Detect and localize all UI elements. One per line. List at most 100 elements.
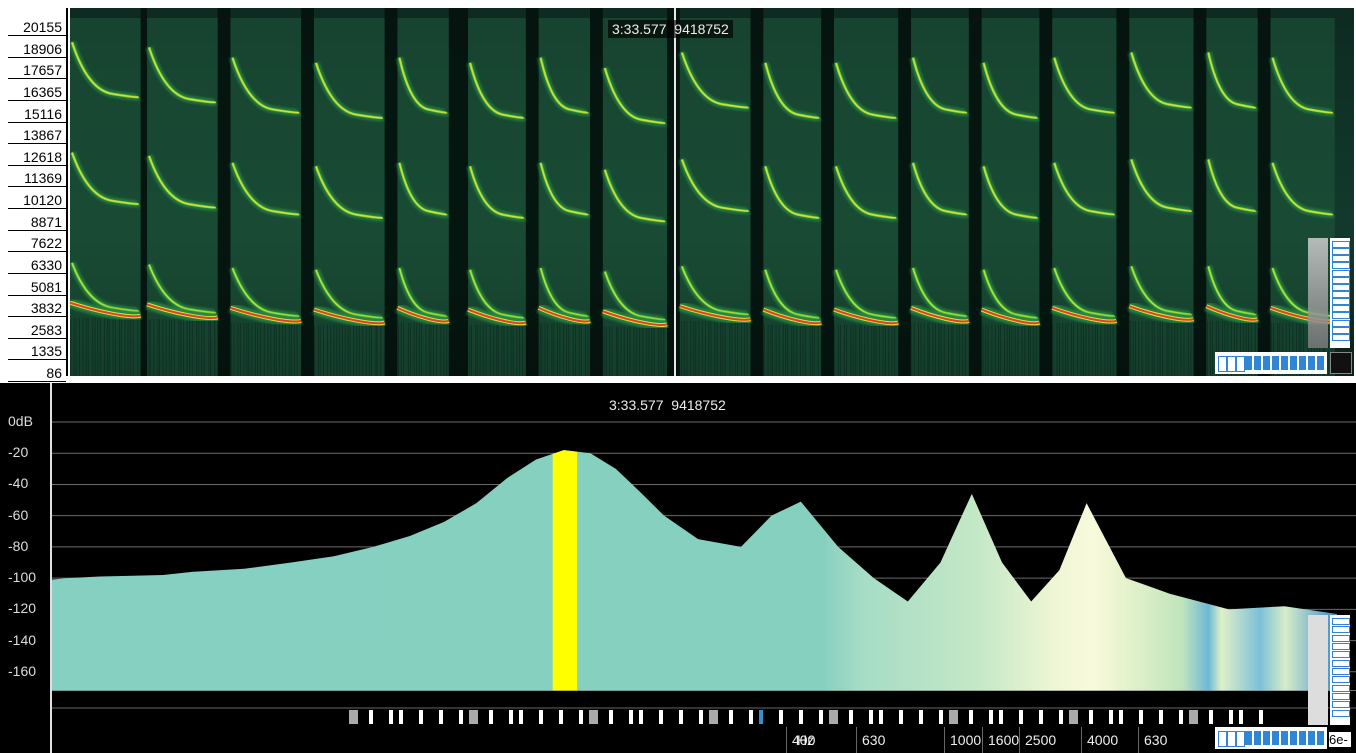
piano-key[interactable]: [599, 710, 603, 724]
piano-key[interactable]: [1019, 710, 1023, 724]
piano-key[interactable]: [1229, 710, 1233, 724]
zoom-step[interactable]: [1332, 643, 1350, 650]
piano-key[interactable]: [569, 710, 573, 724]
spectrum-vertical-zoom-control[interactable]: [1330, 615, 1350, 725]
zoom-step[interactable]: [1245, 356, 1252, 370]
piano-key[interactable]: [729, 710, 733, 724]
piano-key[interactable]: [699, 710, 703, 724]
piano-key[interactable]: [529, 710, 533, 724]
zoom-step[interactable]: [1332, 684, 1350, 692]
piano-key[interactable]: [969, 710, 973, 724]
piano-key[interactable]: [939, 710, 943, 724]
zoom-step[interactable]: [1332, 618, 1350, 625]
zoom-step[interactable]: [1332, 333, 1350, 341]
piano-key[interactable]: [439, 710, 443, 724]
zoom-step[interactable]: [1332, 693, 1350, 700]
piano-key[interactable]: [589, 710, 598, 724]
piano-key[interactable]: [739, 710, 743, 724]
zoom-step[interactable]: [1332, 634, 1350, 642]
zoom-step[interactable]: [1332, 651, 1350, 659]
piano-key[interactable]: [709, 710, 718, 724]
piano-key[interactable]: [359, 710, 363, 724]
zoom-step[interactable]: [1332, 269, 1350, 277]
piano-key[interactable]: [1179, 710, 1183, 724]
piano-key[interactable]: [989, 710, 993, 724]
zoom-step[interactable]: [1299, 356, 1306, 370]
piano-key[interactable]: [1259, 710, 1263, 724]
zoom-step[interactable]: [1332, 701, 1350, 709]
piano-key[interactable]: [1159, 710, 1163, 724]
piano-key[interactable]: [1119, 710, 1123, 724]
piano-key[interactable]: [1269, 710, 1273, 724]
zoom-step[interactable]: [1332, 262, 1350, 270]
zoom-step[interactable]: [1263, 731, 1270, 745]
piano-key[interactable]: [1109, 710, 1113, 724]
piano-key[interactable]: [459, 710, 463, 724]
piano-key[interactable]: [869, 710, 873, 724]
zoom-step[interactable]: [1317, 731, 1324, 745]
piano-key[interactable]: [1249, 710, 1253, 724]
zoom-step[interactable]: [1317, 356, 1324, 370]
zoom-step[interactable]: [1263, 356, 1270, 370]
piano-key[interactable]: [1029, 710, 1033, 724]
piano-key[interactable]: [789, 710, 793, 724]
zoom-step[interactable]: [1281, 356, 1288, 370]
zoom-step[interactable]: [1332, 298, 1350, 306]
piano-key[interactable]: [1239, 710, 1243, 724]
spectrogram-corner-button[interactable]: [1330, 352, 1352, 374]
piano-key[interactable]: [779, 710, 783, 724]
piano-key[interactable]: [379, 710, 383, 724]
spectrum-vertical-scroll-thumb[interactable]: [1308, 615, 1328, 725]
zoom-step[interactable]: [1227, 356, 1236, 372]
spectrum-plot[interactable]: [0, 383, 1356, 753]
zoom-step[interactable]: [1332, 319, 1350, 327]
piano-key[interactable]: [419, 710, 423, 724]
piano-key[interactable]: [679, 710, 683, 724]
zoom-step[interactable]: [1281, 731, 1288, 745]
zoom-step[interactable]: [1290, 731, 1297, 745]
zoom-step[interactable]: [1332, 709, 1350, 717]
zoom-step[interactable]: [1332, 676, 1350, 684]
zoom-step[interactable]: [1308, 731, 1315, 745]
piano-key[interactable]: [619, 710, 623, 724]
piano-key[interactable]: [659, 710, 663, 724]
piano-key[interactable]: [1069, 710, 1078, 724]
piano-key[interactable]: [829, 710, 838, 724]
piano-key[interactable]: [979, 710, 983, 724]
zoom-step[interactable]: [1332, 668, 1350, 675]
piano-key[interactable]: [879, 710, 883, 724]
piano-key[interactable]: [1139, 710, 1143, 724]
piano-key[interactable]: [1189, 710, 1198, 724]
zoom-step[interactable]: [1254, 356, 1261, 370]
piano-key[interactable]: [1099, 710, 1103, 724]
piano-key[interactable]: [519, 710, 523, 724]
piano-key[interactable]: [799, 710, 803, 724]
zoom-step[interactable]: [1332, 255, 1350, 263]
piano-key[interactable]: [399, 710, 403, 724]
zoom-step[interactable]: [1254, 731, 1261, 745]
piano-key[interactable]: [909, 710, 913, 724]
piano-key[interactable]: [929, 710, 933, 724]
zoom-step[interactable]: [1332, 283, 1350, 291]
zoom-step[interactable]: [1332, 312, 1350, 320]
spectrogram-vertical-scroll-thumb[interactable]: [1308, 238, 1328, 348]
piano-key[interactable]: [509, 710, 513, 724]
piano-key[interactable]: [849, 710, 853, 724]
zoom-step[interactable]: [1332, 291, 1350, 298]
piano-key[interactable]: [949, 710, 958, 724]
playhead-cursor[interactable]: [674, 8, 676, 376]
spectrum-horizontal-zoom-control[interactable]: [1215, 727, 1327, 749]
piano-key[interactable]: [479, 710, 483, 724]
piano-key[interactable]: [449, 710, 453, 724]
piano-key[interactable]: [1089, 710, 1093, 724]
zoom-step[interactable]: [1218, 356, 1227, 372]
piano-key[interactable]: [499, 710, 503, 724]
zoom-step[interactable]: [1332, 305, 1350, 313]
spectrogram-plot[interactable]: [70, 8, 1354, 376]
piano-key[interactable]: [389, 710, 393, 724]
piano-key[interactable]: [669, 710, 673, 724]
piano-key[interactable]: [559, 710, 563, 724]
piano-key[interactable]: [639, 710, 643, 724]
piano-key[interactable]: [839, 710, 843, 724]
zoom-step[interactable]: [1332, 248, 1350, 256]
